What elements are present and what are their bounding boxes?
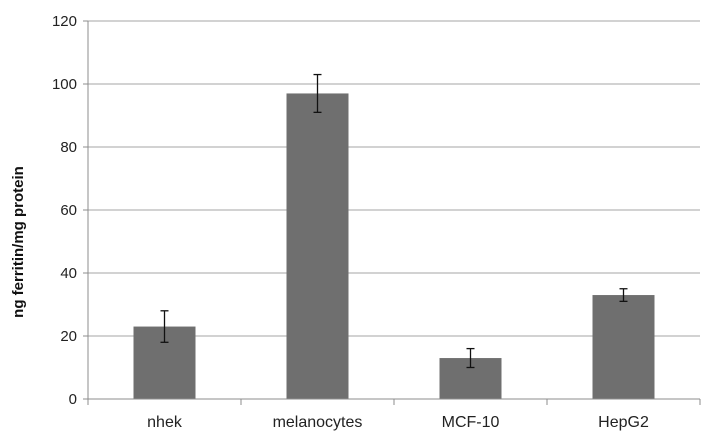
y-tick-label: 40 (60, 265, 77, 282)
y-axis-title: ng ferritin/mg protein (10, 166, 27, 318)
x-category-labels: nhek melanocytes MCF-10 HepG2 (147, 414, 649, 431)
axes (83, 20, 701, 405)
error-bar (466, 347, 475, 369)
bar-hepg2 (592, 295, 655, 399)
x-category-label: HepG2 (598, 414, 649, 431)
y-tick-label: 60 (60, 202, 77, 219)
error-bar (160, 310, 169, 343)
bar-melanocytes (286, 93, 349, 399)
gridlines (88, 20, 700, 337)
error-bar (619, 288, 628, 303)
y-tick-label: 80 (60, 139, 77, 156)
y-tick-label: 120 (52, 13, 77, 30)
error-bar (313, 73, 322, 113)
error-bars (160, 73, 628, 369)
y-tick-label: 0 (69, 391, 77, 408)
bars (133, 93, 655, 399)
x-category-label: melanocytes (273, 414, 363, 431)
y-tick-label: 100 (52, 76, 77, 93)
x-category-label: nhek (147, 414, 183, 431)
x-category-label: MCF-10 (442, 414, 500, 431)
y-tick-label: 20 (60, 328, 77, 345)
y-tick-labels: 0 20 40 60 80 100 120 (52, 13, 77, 408)
